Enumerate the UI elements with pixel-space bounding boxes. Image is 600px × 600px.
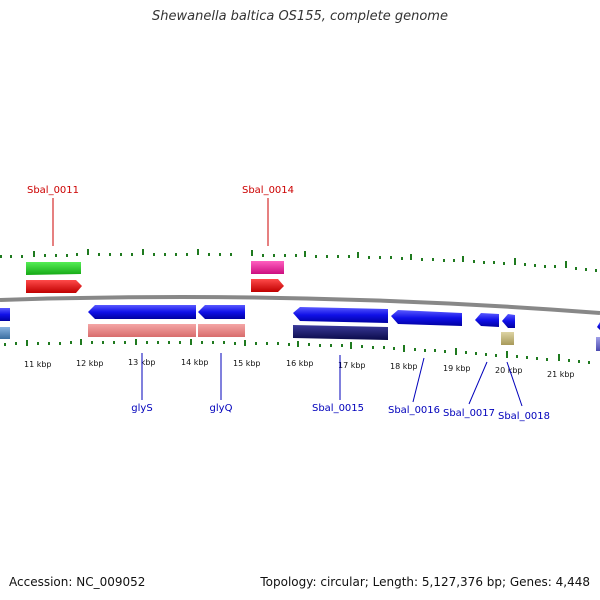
gene-label-sbal-0015[interactable]: Sbal_0015 bbox=[312, 403, 364, 414]
genome-backbone bbox=[0, 294, 600, 315]
label-line-sbal-0017 bbox=[468, 361, 488, 405]
outer-tick-track bbox=[0, 249, 597, 272]
scale-label-16kbp: 16 kbp bbox=[286, 359, 314, 368]
gene-feature-glyq-pink[interactable] bbox=[198, 324, 245, 337]
scale-label-20kbp: 20 kbp bbox=[495, 366, 523, 375]
gene-feature-glys-pink[interactable] bbox=[88, 324, 196, 337]
accession-text: Accession: NC_009052 bbox=[9, 575, 146, 589]
gene-arrow-left-edge[interactable] bbox=[0, 308, 10, 321]
gene-feature-left-edge[interactable] bbox=[0, 327, 10, 339]
gene-feature-sbal-0018-tan[interactable] bbox=[501, 332, 514, 345]
gene-label-glyq[interactable]: glyQ bbox=[210, 403, 233, 414]
scale-label-17kbp: 17 kbp bbox=[338, 361, 366, 370]
inner-tick-track bbox=[4, 339, 590, 364]
gene-arrow-glys[interactable] bbox=[88, 305, 196, 319]
gene-label-glys[interactable]: glyS bbox=[131, 403, 152, 414]
gene-arrow-sbal-0016[interactable] bbox=[391, 310, 462, 326]
gene-arrow-sbal-0011[interactable] bbox=[26, 280, 82, 293]
gene-label-sbal-0017[interactable]: Sbal_0017 bbox=[443, 408, 495, 419]
gene-arrow-sbal-0017[interactable] bbox=[475, 313, 499, 327]
scale-label-11kbp: 11 kbp bbox=[24, 360, 52, 369]
gene-arrow-sbal-0015[interactable] bbox=[293, 307, 388, 323]
label-line-sbal-0016 bbox=[412, 357, 425, 403]
gene-label-sbal-0014[interactable]: Sbal_0014 bbox=[242, 185, 294, 196]
scale-label-19kbp: 19 kbp bbox=[443, 364, 471, 373]
gene-feature-sbal-0011-green[interactable] bbox=[26, 262, 81, 275]
gene-label-sbal-0011[interactable]: Sbal_0011 bbox=[27, 185, 79, 196]
gene-feature-sbal-0015-navy[interactable] bbox=[293, 325, 388, 340]
genome-summary-text: Topology: circular; Length: 5,127,376 bp… bbox=[260, 575, 590, 589]
gene-feature-sbal-0014-magenta[interactable] bbox=[251, 261, 284, 274]
scale-label-14kbp: 14 kbp bbox=[181, 358, 209, 367]
scale-label-12kbp: 12 kbp bbox=[76, 359, 104, 368]
scale-label-15kbp: 15 kbp bbox=[233, 359, 261, 368]
gene-feature-right-edge[interactable] bbox=[596, 337, 600, 351]
map-title: Shewanella baltica OS155, complete genom… bbox=[152, 9, 448, 24]
scale-label-21kbp: 21 kbp bbox=[547, 370, 575, 379]
gene-arrow-right-edge[interactable] bbox=[597, 322, 600, 330]
gene-arrow-glyq[interactable] bbox=[198, 305, 245, 319]
gene-arrow-sbal-0014[interactable] bbox=[251, 279, 284, 292]
label-line-sbal-0018 bbox=[506, 361, 523, 407]
gene-label-sbal-0016[interactable]: Sbal_0016 bbox=[388, 405, 440, 416]
gene-label-sbal-0018[interactable]: Sbal_0018 bbox=[498, 411, 550, 422]
scale-label-18kbp: 18 kbp bbox=[390, 362, 418, 371]
gene-arrow-sbal-0018[interactable] bbox=[502, 314, 515, 328]
